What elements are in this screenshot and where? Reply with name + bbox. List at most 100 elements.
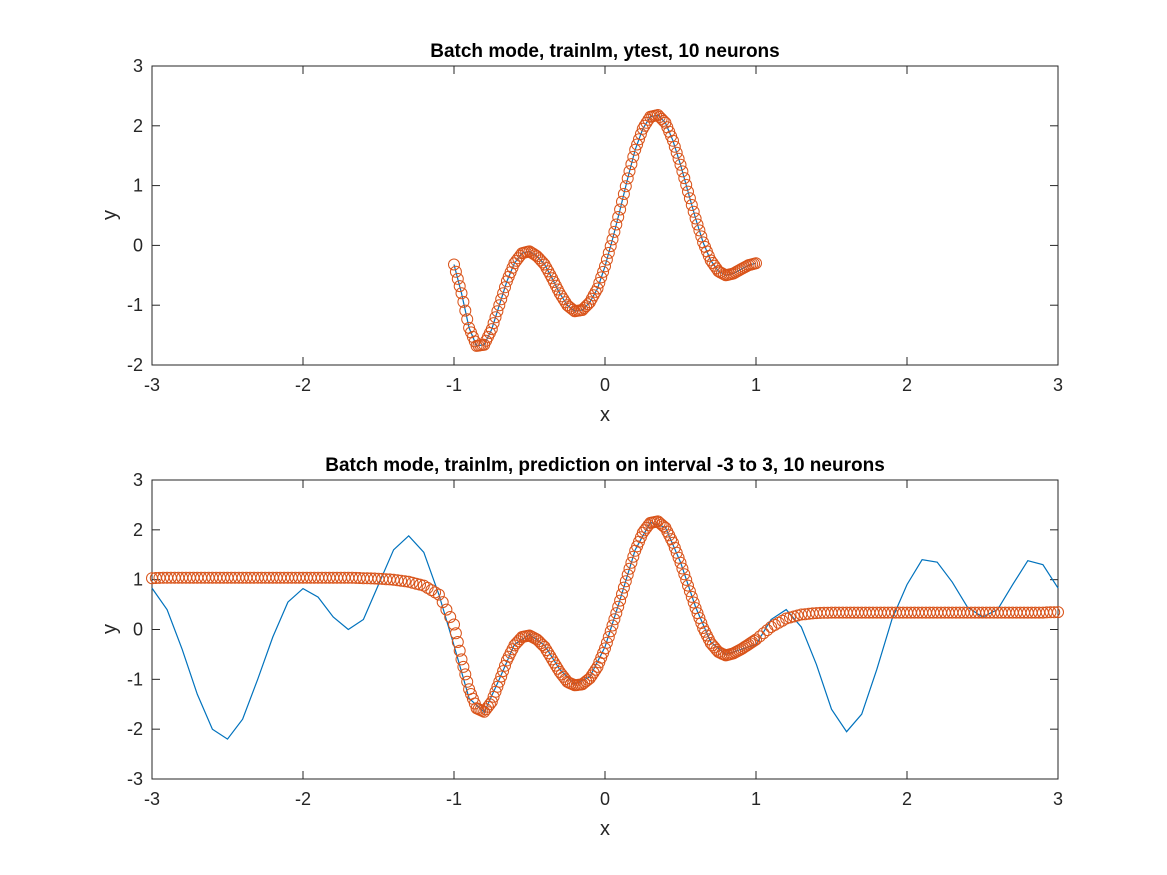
- top-series-marker: [621, 172, 634, 185]
- bottom-series-marker: [455, 653, 468, 666]
- bottom-series-marker: [614, 594, 627, 607]
- bottom-series-marker: [440, 603, 453, 616]
- top-x-tick-label: 0: [600, 375, 610, 395]
- top-series-marker: [693, 224, 706, 237]
- bottom-series-marker: [695, 617, 708, 629]
- top-series-marker: [457, 295, 470, 308]
- top-y-tick-label: 2: [133, 116, 143, 136]
- bottom-series-marker: [625, 556, 638, 569]
- bottom-series-marker: [672, 551, 685, 564]
- top-series-marker: [555, 290, 568, 303]
- bottom-series-marker: [674, 556, 687, 569]
- top-series-marker: [627, 150, 640, 163]
- bottom-series-marker: [682, 579, 694, 592]
- bottom-x-tick-label: -1: [446, 789, 462, 809]
- bottom-plot-area: [146, 515, 1064, 740]
- bottom-series-marker: [432, 588, 445, 601]
- bottom-series-marker: [585, 669, 598, 682]
- bottom-x-tick-label: -2: [295, 789, 311, 809]
- bottom-y-tick-label: 0: [133, 620, 143, 640]
- bottom-series-marker: [610, 607, 623, 620]
- top-series-marker: [449, 265, 462, 278]
- top-series-marker: [685, 199, 698, 211]
- top-series-marker: [667, 134, 679, 147]
- top-series-marker: [672, 152, 685, 165]
- bottom-series-marker: [398, 575, 411, 588]
- bottom-series-marker: [678, 568, 691, 581]
- top-y-tick-label: -2: [127, 355, 143, 375]
- top-series-marker: [689, 212, 702, 225]
- bottom-y-tick-label: -3: [127, 769, 143, 789]
- bottom-series-marker: [717, 648, 730, 661]
- top-series-marker: [676, 165, 689, 178]
- top-series-marker: [680, 178, 693, 191]
- bottom-chart-title: Batch mode, trainlm, prediction on inter…: [325, 455, 885, 476]
- bottom-y-axis-label: y: [99, 624, 121, 634]
- bottom-series-marker: [604, 625, 617, 638]
- top-series-marker: [583, 296, 596, 309]
- bottom-series-marker: [451, 636, 464, 648]
- bottom-subplot: Batch mode, trainlm, prediction on inter…: [99, 455, 1064, 840]
- bottom-series-marker: [497, 665, 510, 678]
- bottom-series-marker: [617, 581, 630, 594]
- bottom-series-marker: [459, 668, 472, 681]
- top-series-marker: [602, 246, 615, 259]
- bottom-x-tick-label: -3: [144, 789, 160, 809]
- bottom-x-tick-label: 0: [600, 789, 610, 809]
- top-series-marker: [553, 287, 566, 300]
- top-series-marker: [750, 257, 762, 270]
- bottom-series-marker: [621, 568, 634, 581]
- bottom-x-ticks: -3 -2 -1 0 1 2 3: [144, 480, 1063, 809]
- top-series-marker: [485, 323, 498, 336]
- bottom-y-tick-label: -1: [127, 669, 143, 689]
- bottom-y-tick-label: 1: [133, 570, 143, 590]
- top-series-marker: [657, 114, 670, 127]
- bottom-series-marker: [683, 585, 696, 598]
- bottom-series-marker: [491, 680, 504, 693]
- top-series-marker: [682, 185, 694, 198]
- top-series-marker: [606, 233, 619, 246]
- top-series-marker: [487, 317, 500, 330]
- top-series-marker: [625, 158, 638, 171]
- bottom-series-marker: [457, 660, 470, 673]
- top-plot-area: [448, 109, 762, 352]
- bottom-series-marker: [546, 653, 559, 666]
- top-y-tick-label: 1: [133, 176, 143, 196]
- top-series-marker: [629, 143, 642, 156]
- top-y-ticks: -2 -1 0 1 2 3: [127, 56, 1058, 375]
- bottom-series-marker: [606, 619, 619, 632]
- top-series-marker: [495, 293, 508, 306]
- bottom-series-marker: [602, 631, 615, 643]
- top-series-marker: [593, 276, 606, 289]
- top-x-ticks: -3 -2 -1 0 1 2 3: [144, 66, 1063, 395]
- top-series-marker: [534, 254, 547, 267]
- bottom-series-marker: [1048, 606, 1061, 619]
- top-series-marker: [489, 311, 502, 324]
- bottom-series-marker: [540, 644, 553, 657]
- top-x-tick-label: -3: [144, 375, 160, 395]
- bottom-series-marker: [608, 613, 621, 626]
- top-series-marker: [717, 268, 730, 281]
- top-series-marker: [493, 299, 506, 312]
- top-series-marker: [448, 258, 460, 271]
- bottom-series-marker: [1052, 606, 1064, 619]
- bottom-series-marker: [753, 630, 766, 643]
- top-series-marker: [636, 122, 649, 135]
- bottom-series-marker: [461, 675, 474, 688]
- bottom-series-line: [151, 521, 1059, 740]
- bottom-x-tick-label: 3: [1053, 789, 1063, 809]
- bottom-series-marker: [448, 618, 460, 631]
- bottom-series-marker: [623, 562, 636, 575]
- top-series-marker: [678, 172, 691, 185]
- top-x-tick-label: 1: [751, 375, 761, 395]
- top-y-tick-label: 3: [133, 56, 143, 76]
- top-series-marker: [614, 203, 627, 216]
- top-chart-title: Batch mode, trainlm, ytest, 10 neurons: [430, 41, 779, 62]
- bottom-y-ticks: -3 -2 -1 0 1 2 3: [127, 470, 1058, 789]
- bottom-series-marker: [750, 633, 762, 646]
- bottom-series-marker: [566, 678, 579, 691]
- bottom-series-marker: [616, 588, 628, 601]
- top-series-marker: [687, 205, 700, 218]
- top-series-marker: [455, 287, 468, 300]
- top-y-tick-label: 0: [133, 235, 143, 255]
